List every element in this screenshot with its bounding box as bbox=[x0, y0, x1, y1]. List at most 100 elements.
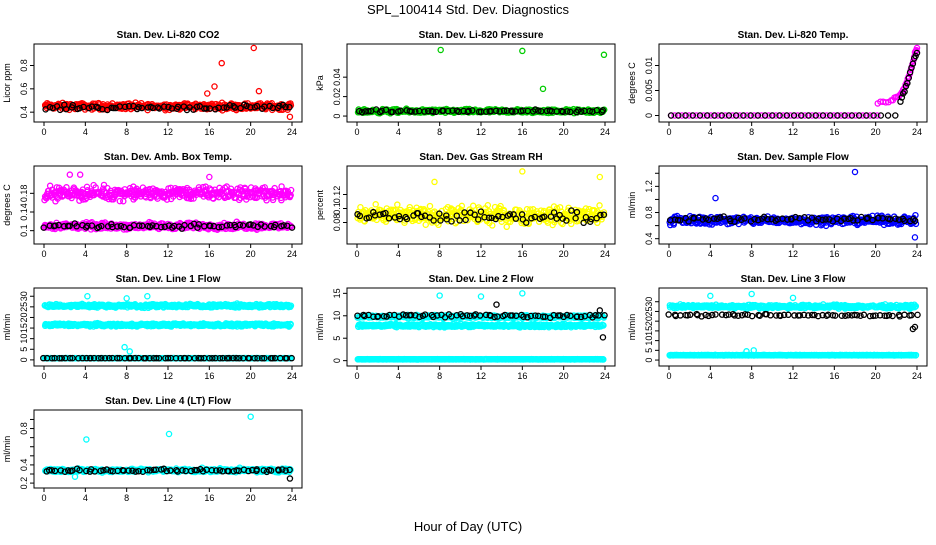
y-tick-label: 0 bbox=[332, 114, 342, 119]
x-tick-label: 0 bbox=[354, 127, 359, 137]
y-tick-label: 0.02 bbox=[332, 88, 342, 106]
x-tick-label: 4 bbox=[708, 249, 713, 259]
x-tick-label: 20 bbox=[559, 249, 569, 259]
data-point bbox=[145, 294, 150, 299]
y-tick-label: 0 bbox=[19, 357, 29, 362]
x-tick-label: 24 bbox=[912, 127, 922, 137]
data-point bbox=[438, 47, 443, 52]
y-tick-label: 0.01 bbox=[644, 57, 654, 75]
data-point bbox=[857, 113, 862, 118]
data-point bbox=[121, 199, 126, 204]
y-tick-label: 20 bbox=[19, 312, 29, 322]
data-point bbox=[806, 113, 811, 118]
data-point bbox=[712, 113, 717, 118]
y-tick-label: 0.4 bbox=[644, 232, 654, 245]
data-points bbox=[43, 45, 294, 119]
data-point bbox=[719, 113, 724, 118]
data-point bbox=[763, 113, 768, 118]
data-point bbox=[432, 179, 437, 184]
x-tick-label: 16 bbox=[517, 127, 527, 137]
x-tick-label: 8 bbox=[124, 371, 129, 381]
x-tick-label: 4 bbox=[396, 127, 401, 137]
data-point bbox=[697, 113, 702, 118]
y-axis-label: ml/min bbox=[2, 314, 12, 341]
data-point bbox=[777, 113, 782, 118]
data-point bbox=[828, 113, 833, 118]
data-point bbox=[251, 45, 256, 50]
data-point bbox=[668, 113, 673, 118]
data-point bbox=[478, 294, 483, 299]
x-tick-label: 0 bbox=[354, 249, 359, 259]
x-tick-label: 24 bbox=[287, 127, 297, 137]
x-tick-label: 12 bbox=[163, 371, 173, 381]
data-points bbox=[668, 45, 919, 118]
x-tick-label: 12 bbox=[788, 249, 798, 259]
data-points bbox=[355, 47, 606, 116]
x-tick-label: 4 bbox=[396, 249, 401, 259]
y-axis-label: Licor ppm bbox=[2, 63, 12, 103]
y-tick-label: 30 bbox=[19, 291, 29, 301]
x-tick-label: 12 bbox=[476, 249, 486, 259]
data-point bbox=[813, 113, 818, 118]
x-tick-label: 8 bbox=[124, 127, 129, 137]
data-point bbox=[842, 113, 847, 118]
x-tick-label: 8 bbox=[437, 127, 442, 137]
x-tick-label: 20 bbox=[246, 371, 256, 381]
data-point bbox=[770, 113, 775, 118]
x-tick-label: 24 bbox=[600, 249, 610, 259]
y-tick-label: 0.8 bbox=[644, 206, 654, 219]
data-point bbox=[207, 174, 212, 179]
y-tick-label: 0.005 bbox=[644, 79, 654, 102]
data-point bbox=[676, 113, 681, 118]
chart-title: Stan. Dev. Gas Stream RH bbox=[419, 152, 542, 163]
data-point bbox=[791, 113, 796, 118]
chart-title: Stan. Dev. Li-820 CO2 bbox=[117, 30, 220, 41]
y-axis-label: ml/min bbox=[627, 192, 637, 219]
x-tick-label: 4 bbox=[83, 371, 88, 381]
y-axis-label: degrees C bbox=[2, 184, 12, 226]
data-point bbox=[878, 113, 883, 118]
y-tick-label: 0.18 bbox=[19, 185, 29, 203]
data-point bbox=[835, 113, 840, 118]
data-points bbox=[41, 294, 295, 361]
data-point bbox=[705, 113, 710, 118]
data-point bbox=[852, 169, 857, 174]
y-axis-label: kPa bbox=[315, 75, 325, 91]
data-point bbox=[871, 113, 876, 118]
y-axis-label: ml/min bbox=[315, 314, 325, 341]
x-tick-label: 16 bbox=[204, 249, 214, 259]
x-tick-label: 12 bbox=[476, 127, 486, 137]
x-tick-label: 24 bbox=[912, 249, 922, 259]
x-tick-label: 4 bbox=[83, 127, 88, 137]
x-tick-label: 24 bbox=[287, 249, 297, 259]
data-point bbox=[601, 52, 606, 57]
data-point bbox=[122, 345, 127, 350]
data-points bbox=[355, 291, 607, 362]
data-point bbox=[748, 113, 753, 118]
panels: Stan. Dev. Li-820 CO2 Licor ppm 0 4 8 12 16 20 2… bbox=[2, 30, 927, 503]
data-point bbox=[219, 61, 224, 66]
y-tick-label: 1.2 bbox=[644, 180, 654, 193]
chart-title: Stan. Dev. Sample Flow bbox=[737, 152, 849, 163]
data-points bbox=[667, 169, 918, 240]
data-point bbox=[520, 48, 525, 53]
y-axis-label: percent bbox=[315, 189, 325, 220]
x-tick-label: 0 bbox=[41, 371, 46, 381]
plot-frame bbox=[659, 44, 927, 122]
x-tick-label: 16 bbox=[204, 127, 214, 137]
x-tick-label: 20 bbox=[559, 127, 569, 137]
figure-title: SPL_100414 Std. Dev. Diagnostics bbox=[367, 2, 570, 17]
data-points bbox=[355, 169, 607, 230]
y-tick-label: 0.1 bbox=[19, 224, 29, 237]
x-tick-label: 24 bbox=[600, 127, 610, 137]
y-tick-label: 0.12 bbox=[332, 186, 342, 204]
data-point bbox=[520, 169, 525, 174]
data-point bbox=[212, 84, 217, 89]
